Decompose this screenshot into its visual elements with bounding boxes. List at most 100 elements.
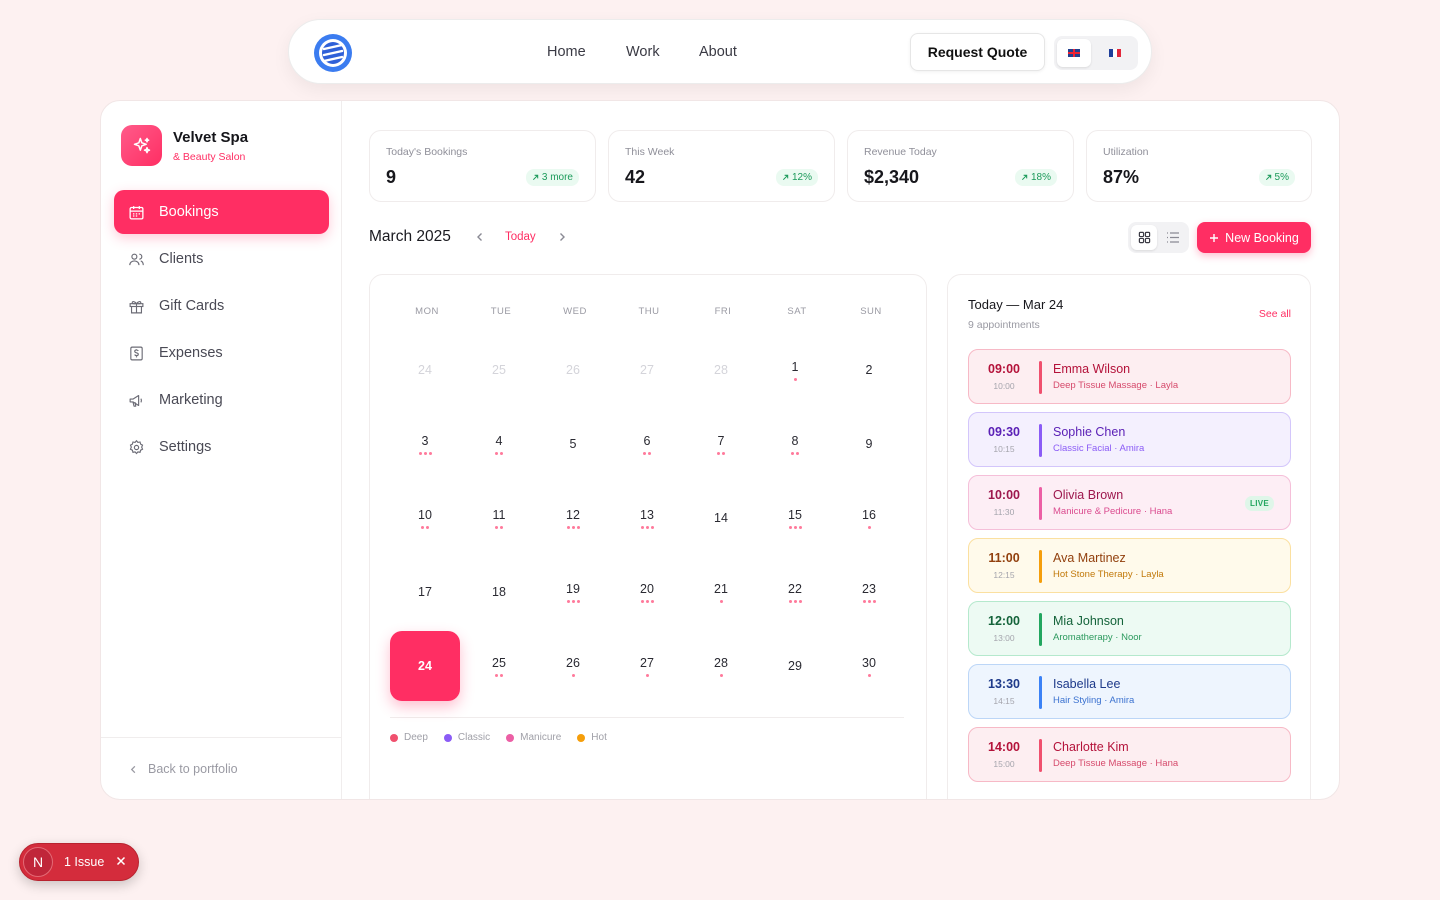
- calendar-day[interactable]: 14: [686, 483, 756, 553]
- booking-dot: [719, 599, 723, 603]
- booking-dot: [640, 599, 644, 603]
- calendar-day[interactable]: 5: [538, 409, 608, 479]
- calendar-day[interactable]: 15: [760, 483, 830, 553]
- see-all-link[interactable]: See all: [1258, 308, 1291, 320]
- day-number: 8: [791, 433, 799, 448]
- lang-fr-button[interactable]: [1098, 39, 1132, 67]
- issue-toast[interactable]: N 1 Issue: [19, 843, 139, 881]
- sidebar-footer: Back to portfolio: [101, 737, 341, 799]
- live-badge: LIVE: [1245, 496, 1274, 511]
- calendar-day[interactable]: 1: [760, 335, 830, 405]
- booking-dot: [495, 673, 498, 677]
- appointment-card[interactable]: 14:00 15:00 Charlotte Kim Deep Tissue Massa…: [968, 727, 1291, 782]
- booking-dot: [867, 599, 871, 603]
- sidebar-item-marketing[interactable]: Marketing: [114, 378, 329, 422]
- sidebar-item-clients[interactable]: Clients: [114, 237, 329, 281]
- new-booking-button[interactable]: New Booking: [1197, 222, 1311, 253]
- calendar-day[interactable]: 4: [464, 409, 534, 479]
- appointment-service: Hot Stone Therapy · Layla: [1053, 569, 1164, 580]
- calendar-day[interactable]: 27: [612, 631, 682, 701]
- sidebar: Velvet Spa & Beauty Salon Bookings Clien…: [101, 101, 342, 799]
- calendar-day[interactable]: 7: [686, 409, 756, 479]
- site-logo[interactable]: [313, 33, 353, 73]
- booking-dots: [717, 451, 725, 455]
- sidebar-item-settings[interactable]: Settings: [114, 425, 329, 469]
- booking-dot: [717, 451, 720, 455]
- calendar-day[interactable]: 27: [612, 335, 682, 405]
- calendar-day[interactable]: 25: [464, 335, 534, 405]
- appointment-client-name: Olivia Brown: [1053, 488, 1124, 502]
- calendar-day[interactable]: 20: [612, 557, 682, 627]
- calendar-day[interactable]: 19: [538, 557, 608, 627]
- booking-dots: [421, 525, 429, 529]
- gift-icon: [129, 300, 144, 313]
- sidebar-item-bookings[interactable]: Bookings: [114, 190, 329, 234]
- appointment-color-bar: [1039, 550, 1042, 583]
- booking-dot: [793, 377, 797, 381]
- calendar-day[interactable]: 17: [390, 557, 460, 627]
- calendar-day[interactable]: 11: [464, 483, 534, 553]
- calendar-today-button[interactable]: Today: [505, 231, 536, 243]
- calendar-day[interactable]: 22: [760, 557, 830, 627]
- sidebar-item-label: Expenses: [159, 345, 223, 361]
- calendar-day[interactable]: 16: [834, 483, 904, 553]
- calendar-day[interactable]: 24: [390, 335, 460, 405]
- booking-dot: [566, 599, 570, 603]
- calendar-day[interactable]: 9: [834, 409, 904, 479]
- calendar-day[interactable]: 25: [464, 631, 534, 701]
- appointment-card[interactable]: 09:30 10:15 Sophie Chen Classic Facial · Am…: [968, 412, 1291, 467]
- appointment-card[interactable]: 13:30 14:15 Isabella Lee Hair Styling · Ami…: [968, 664, 1291, 719]
- calendar-day-today[interactable]: 24: [390, 631, 460, 701]
- appointment-color-bar: [1039, 361, 1042, 394]
- list-view-button[interactable]: [1160, 225, 1186, 250]
- calendar-day[interactable]: 21: [686, 557, 756, 627]
- chevron-left-icon[interactable]: [473, 230, 487, 244]
- booking-dot: [576, 525, 580, 529]
- chevron-right-icon[interactable]: [555, 230, 569, 244]
- close-icon[interactable]: [115, 855, 127, 867]
- legend-item: Classic: [443, 732, 490, 743]
- calendar-day[interactable]: 23: [834, 557, 904, 627]
- calendar-day[interactable]: 13: [612, 483, 682, 553]
- calendar-day[interactable]: 12: [538, 483, 608, 553]
- appointment-client-name: Isabella Lee: [1053, 677, 1121, 691]
- grid-view-button[interactable]: [1131, 225, 1157, 250]
- chevron-left-icon: [130, 765, 136, 773]
- stat-card-revenue-today: Revenue Today $2,340 18%: [847, 130, 1074, 202]
- day-number: 29: [788, 659, 802, 673]
- calendar-day[interactable]: 26: [538, 335, 608, 405]
- booking-dots: [719, 599, 723, 603]
- nav-about-link[interactable]: About: [699, 44, 737, 60]
- calendar-day[interactable]: 29: [760, 631, 830, 701]
- calendar-day[interactable]: 26: [538, 631, 608, 701]
- day-number: 25: [492, 655, 506, 670]
- calendar-day[interactable]: 3: [390, 409, 460, 479]
- booking-dots: [791, 451, 799, 455]
- appointment-start-time: 11:00: [988, 551, 1020, 565]
- calendar-day[interactable]: 18: [464, 557, 534, 627]
- calendar-day[interactable]: 28: [686, 631, 756, 701]
- booking-dot: [872, 599, 876, 603]
- appointments-title: Today — Mar 24: [968, 297, 1064, 312]
- booking-dot: [640, 525, 644, 529]
- appointment-card[interactable]: 09:00 10:00 Emma Wilson Deep Tissue Massage…: [968, 349, 1291, 404]
- lang-en-button[interactable]: [1057, 39, 1091, 67]
- sidebar-item-gift-cards[interactable]: Gift Cards: [114, 284, 329, 328]
- calendar-day[interactable]: 2: [834, 335, 904, 405]
- booking-dot: [500, 451, 503, 455]
- sidebar-item-expenses[interactable]: Expenses: [114, 331, 329, 375]
- calendar-day[interactable]: 6: [612, 409, 682, 479]
- booking-dot: [793, 599, 797, 603]
- request-quote-button[interactable]: Request Quote: [910, 33, 1045, 71]
- calendar-day[interactable]: 30: [834, 631, 904, 701]
- calendar-day[interactable]: 10: [390, 483, 460, 553]
- appointment-card[interactable]: 12:00 13:00 Mia Johnson Aromatherapy · Noor: [968, 601, 1291, 656]
- back-to-portfolio-link[interactable]: Back to portfolio: [129, 762, 238, 776]
- calendar-day[interactable]: 28: [686, 335, 756, 405]
- nav-home-link[interactable]: Home: [547, 44, 586, 60]
- appointment-card[interactable]: 10:00 11:30 Olivia Brown Manicure & Pedicur…: [968, 475, 1291, 530]
- nav-work-link[interactable]: Work: [626, 44, 660, 60]
- appointment-client-name: Mia Johnson: [1053, 614, 1124, 628]
- appointment-card[interactable]: 11:00 12:15 Ava Martinez Hot Stone Therapy …: [968, 538, 1291, 593]
- calendar-day[interactable]: 8: [760, 409, 830, 479]
